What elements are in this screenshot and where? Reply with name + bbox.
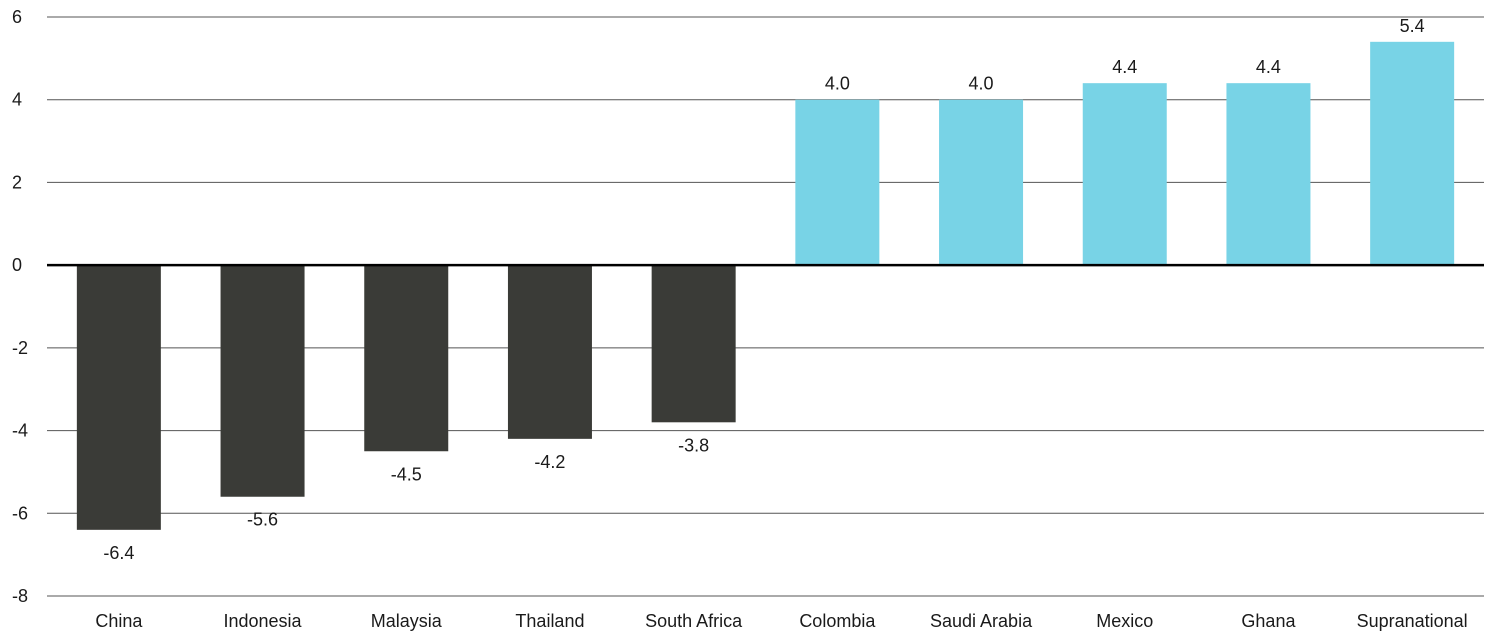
x-category-label: China (95, 611, 143, 631)
data-label: 4.4 (1112, 57, 1137, 77)
data-label: -3.8 (678, 435, 709, 455)
bar-south-africa (651, 265, 736, 423)
bar-thailand (507, 265, 592, 439)
x-category-label: Thailand (515, 611, 584, 631)
data-label: 4.4 (1256, 57, 1281, 77)
data-label: 4.0 (825, 74, 850, 94)
bar-china (76, 265, 161, 530)
x-axis-category-labels: China Indonesia Malaysia Thailand South Afri… (95, 611, 1467, 631)
data-labels: -6.4 -5.6 -4.5 -4.2 -3.8 4.0 4.0 4.4 4.4 5.4 (103, 16, 1424, 563)
y-tick-label: -8 (12, 586, 28, 606)
y-tick-label: -2 (12, 338, 28, 358)
y-axis-tick-labels: 6 4 2 0 -2 -4 -6 -8 (12, 7, 28, 606)
y-tick-label: -6 (12, 503, 28, 523)
y-tick-label: 4 (12, 90, 22, 110)
x-category-label: South Africa (645, 611, 743, 631)
bar-malaysia (364, 265, 449, 452)
x-category-label: Indonesia (224, 611, 303, 631)
bar-ghana (1226, 83, 1311, 266)
x-category-label: Malaysia (371, 611, 443, 631)
x-category-label: Ghana (1241, 611, 1296, 631)
data-label: -4.2 (534, 452, 565, 472)
x-category-label: Supranational (1357, 611, 1468, 631)
x-category-label: Saudi Arabia (930, 611, 1033, 631)
data-label: 5.4 (1400, 16, 1425, 36)
data-label: -4.5 (391, 464, 422, 484)
bar-supranational (1370, 41, 1455, 266)
data-label: -5.6 (247, 510, 278, 530)
bar-colombia (795, 99, 880, 266)
x-category-label: Mexico (1096, 611, 1153, 631)
x-category-label: Colombia (799, 611, 876, 631)
data-label: 4.0 (969, 74, 994, 94)
bar-saudi-arabia (939, 99, 1024, 266)
y-tick-label: 2 (12, 172, 22, 192)
y-tick-label: 0 (12, 255, 22, 275)
bars (76, 41, 1455, 530)
data-label: -6.4 (103, 543, 134, 563)
bar-indonesia (220, 265, 305, 497)
y-tick-label: -4 (12, 421, 28, 441)
y-tick-label: 6 (12, 7, 22, 27)
bar-mexico (1082, 83, 1167, 266)
